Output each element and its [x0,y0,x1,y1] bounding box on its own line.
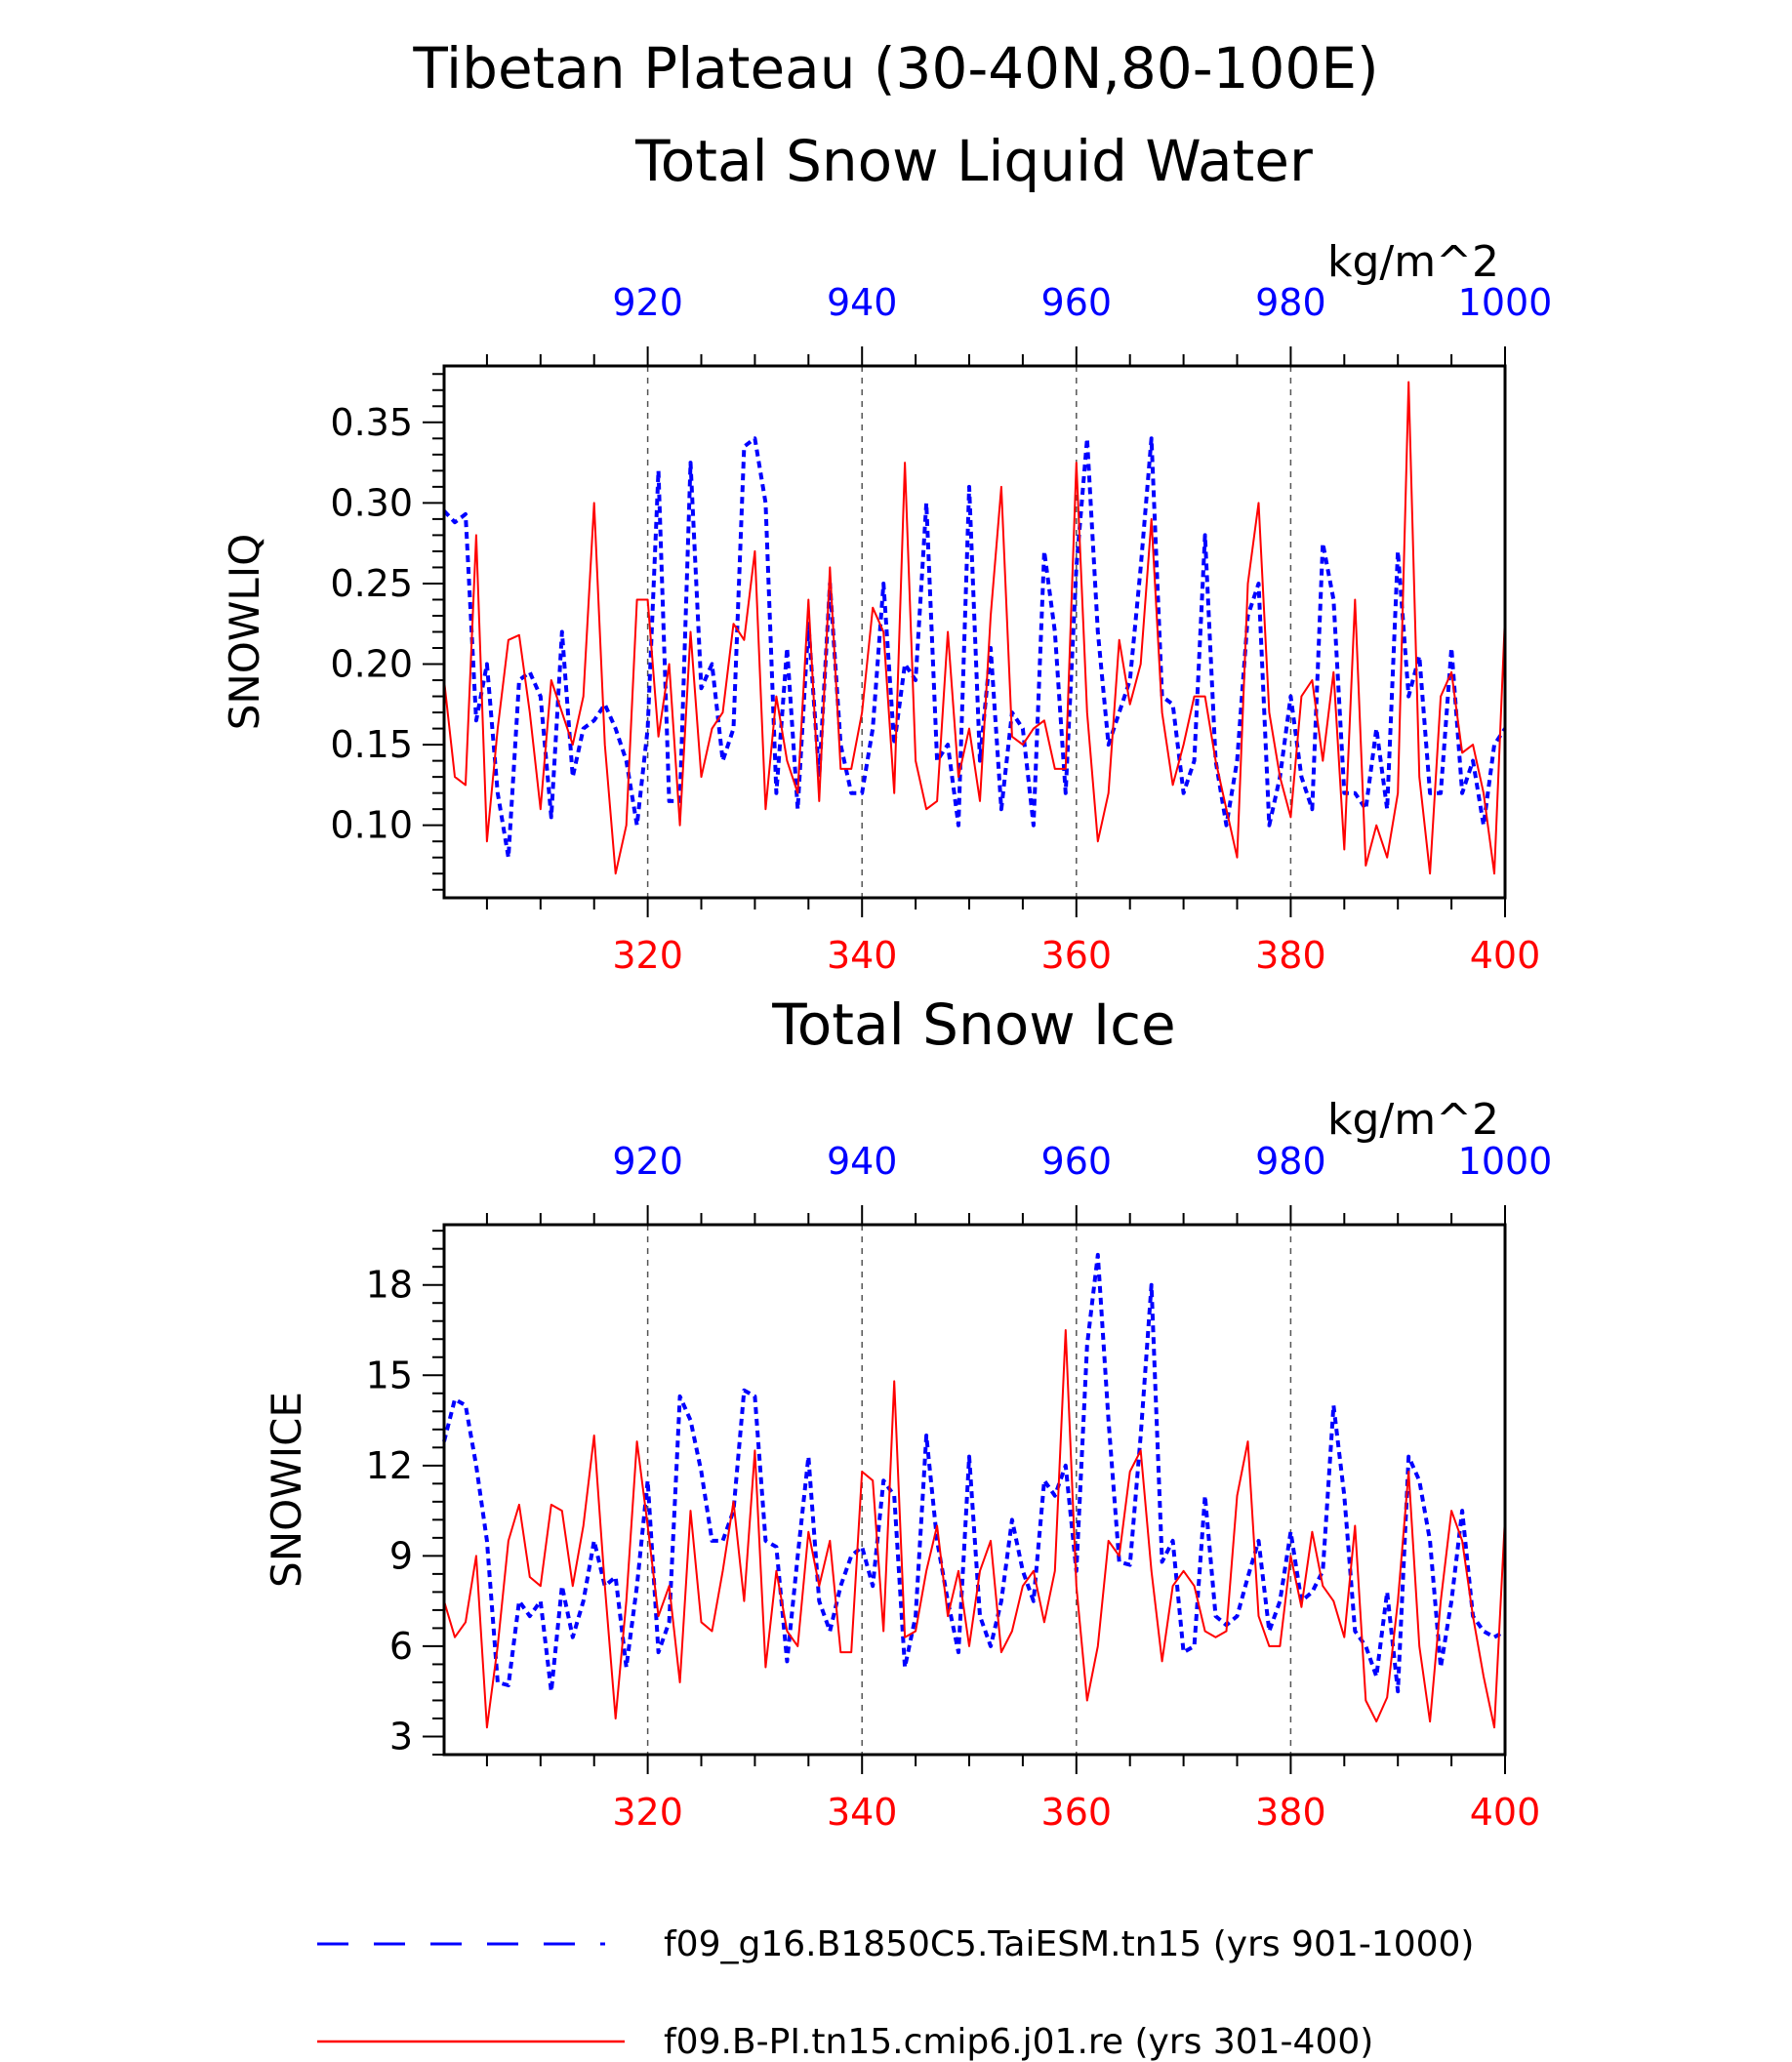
legend: f09_g16.B1850C5.TaiESM.tn15 (yrs 901-100… [317,1924,1474,2062]
snowice-y-axis-label: SNOWICE [263,1392,310,1588]
snowice-ytick-label: 12 [366,1444,413,1487]
snowice-xtick-label-top: 960 [1041,1140,1113,1183]
snowice-plot-frame [442,1223,1507,1757]
snowice-ytick-label: 18 [366,1264,413,1307]
snowice-ytick-label: 6 [389,1625,413,1668]
legend-item-taiesm: f09_g16.B1850C5.TaiESM.tn15 (yrs 901-100… [317,1924,1474,1964]
snowliq-ytick-label: 0.30 [330,481,413,524]
snowliq-xtick-label-top: 940 [827,281,898,324]
snowice-series-layer [442,1252,1506,1729]
snowliq-xtick-label-bottom: 400 [1470,934,1541,977]
snowliq-plot-frame [442,364,1507,900]
snowliq-xtick-label-bottom: 360 [1041,934,1113,977]
snowliq-ytick-label: 0.25 [330,562,413,605]
snowliq-xtick-label-bottom: 380 [1255,934,1326,977]
snowice-ytick-label: 15 [366,1354,413,1396]
snowice-series-cmip6-line [443,1329,1506,1729]
snowice-xtick-label-bottom: 380 [1255,1791,1326,1834]
snowliq-ytick-label: 0.20 [330,643,413,686]
legend-label-taiesm: f09_g16.B1850C5.TaiESM.tn15 (yrs 901-100… [664,1924,1474,1964]
snowice-xtick-label-top: 1000 [1458,1140,1553,1183]
snowice-xtick-label-bottom: 360 [1041,1791,1113,1834]
snowliq-ytick-label: 0.35 [330,401,413,444]
snowliq-ytick-label: 0.10 [330,804,413,847]
snowice-xtick-label-bottom: 340 [827,1791,898,1834]
snowice-xtick-label-top: 980 [1255,1140,1326,1183]
snowliq-ticks: 320 920 340 940 360 960 380 980 400 1000 0.10 0.15 0… [330,281,1552,977]
snowice-title: Total Snow Ice [771,991,1176,1058]
snowice-ytick-label: 9 [389,1534,413,1577]
snowliq-xtick-label-top: 980 [1255,281,1326,324]
snowice-ytick-label: 3 [389,1715,413,1758]
snowice-xtick-label-top: 920 [612,1140,683,1183]
snowliq-xtick-label-top: 1000 [1458,281,1553,324]
snowliq-panel: Total Snow Liquid Water kg/m^2 320 920 340… [221,128,1552,977]
snowliq-series-taiesm-line [442,436,1507,860]
snowice-panel: Total Snow Ice kg/m^2 320 920 340 940 360 960… [263,991,1552,1834]
snowliq-title: Total Snow Liquid Water [634,128,1313,194]
snowliq-xtick-label-bottom: 340 [827,934,898,977]
snowliq-xtick-label-top: 960 [1041,281,1113,324]
legend-label-cmip6: f09.B-PI.tn15.cmip6.j01.re (yrs 301-400) [664,2022,1373,2062]
snowice-xtick-label-top: 940 [827,1140,898,1183]
snowliq-xtick-label-bottom: 320 [612,934,683,977]
snowliq-series-layer [442,381,1507,875]
snowliq-series-cmip6-line [443,381,1506,875]
snowice-ticks: 320 920 340 940 360 960 380 980 400 1000 3 6 9 12 15 18 [366,1140,1553,1834]
snowice-xtick-label-bottom: 320 [612,1791,683,1834]
snowice-units: kg/m^2 [1327,1095,1499,1145]
snowice-xtick-label-bottom: 400 [1470,1791,1541,1834]
figure-title-line1: Tibetan Plateau (30-40N,80-100E) [412,35,1378,101]
snowliq-ytick-label: 0.15 [330,723,413,766]
snowliq-units: kg/m^2 [1327,237,1499,287]
snowliq-y-axis-label: SNOWLIQ [221,534,268,731]
snowliq-xtick-label-top: 920 [612,281,683,324]
legend-item-cmip6: f09.B-PI.tn15.cmip6.j01.re (yrs 301-400) [317,2022,1373,2062]
